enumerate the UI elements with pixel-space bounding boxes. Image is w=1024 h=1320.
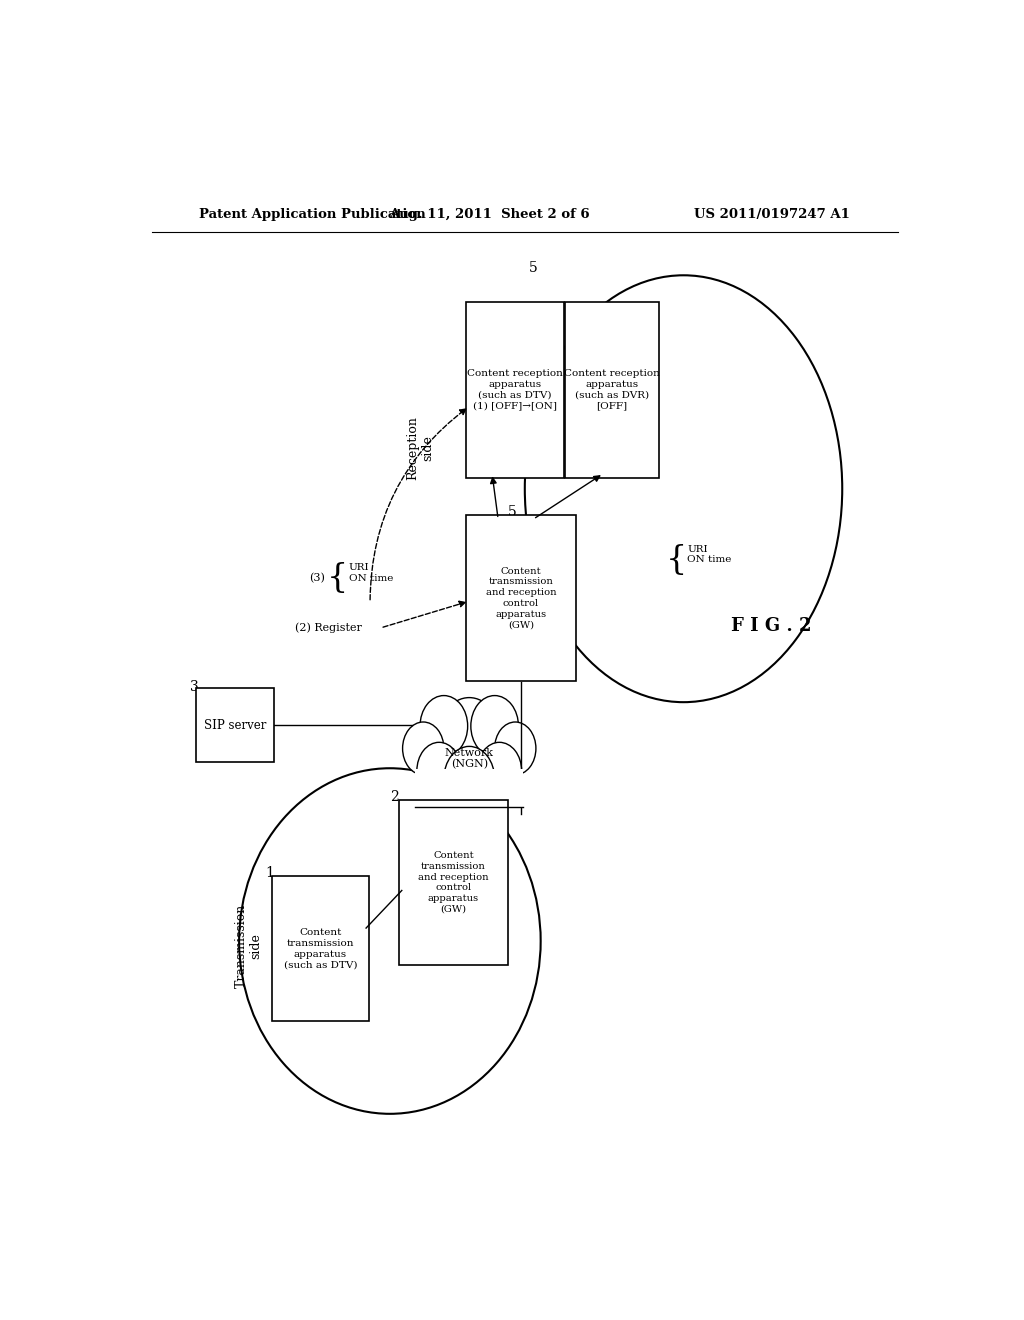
- Circle shape: [437, 697, 501, 779]
- Text: Reception
side: Reception side: [407, 416, 434, 480]
- Text: Content reception
apparatus
(such as DTV)
(1) [OFF]→[ON]: Content reception apparatus (such as DTV…: [467, 370, 563, 411]
- Text: (2) Register: (2) Register: [295, 623, 362, 634]
- Text: {: {: [327, 562, 348, 594]
- Text: 4: 4: [468, 789, 476, 804]
- Text: F I G . 2: F I G . 2: [731, 616, 812, 635]
- Text: URI
ON time: URI ON time: [348, 564, 393, 583]
- Text: Content
transmission
and reception
control
apparatus
(GW): Content transmission and reception contr…: [485, 566, 556, 630]
- Text: 5: 5: [508, 506, 517, 519]
- Text: Content
transmission
apparatus
(such as DTV): Content transmission apparatus (such as …: [284, 928, 357, 969]
- Text: Content reception
apparatus
(such as DVR)
[OFF]: Content reception apparatus (such as DVR…: [564, 370, 660, 411]
- Circle shape: [420, 696, 468, 756]
- Circle shape: [495, 722, 536, 775]
- Circle shape: [402, 722, 443, 775]
- Circle shape: [471, 696, 518, 756]
- Text: 1: 1: [265, 866, 274, 880]
- Text: Aug. 11, 2011  Sheet 2 of 6: Aug. 11, 2011 Sheet 2 of 6: [389, 207, 590, 220]
- Text: Content
transmission
and reception
control
apparatus
(GW): Content transmission and reception contr…: [418, 851, 488, 913]
- Text: URI
ON time: URI ON time: [687, 545, 732, 565]
- FancyBboxPatch shape: [416, 768, 523, 808]
- Circle shape: [477, 742, 521, 799]
- FancyBboxPatch shape: [197, 688, 274, 762]
- FancyBboxPatch shape: [466, 302, 563, 478]
- Ellipse shape: [240, 768, 541, 1114]
- Ellipse shape: [416, 725, 523, 796]
- Text: 5: 5: [528, 261, 538, 275]
- Ellipse shape: [524, 276, 842, 702]
- FancyBboxPatch shape: [398, 800, 508, 965]
- FancyBboxPatch shape: [466, 515, 575, 681]
- Text: US 2011/0197247 A1: US 2011/0197247 A1: [694, 207, 850, 220]
- Circle shape: [443, 746, 495, 812]
- Text: 3: 3: [189, 680, 199, 694]
- Text: Transmission
side: Transmission side: [234, 904, 262, 989]
- Text: SIP server: SIP server: [204, 718, 266, 731]
- Circle shape: [417, 742, 461, 799]
- FancyBboxPatch shape: [271, 876, 370, 1022]
- Text: 2: 2: [390, 789, 398, 804]
- Text: (3): (3): [309, 573, 325, 583]
- FancyBboxPatch shape: [565, 302, 658, 478]
- Text: {: {: [666, 544, 687, 576]
- Text: Network
(NGN): Network (NGN): [444, 747, 494, 770]
- Text: Patent Application Publication: Patent Application Publication: [200, 207, 426, 220]
